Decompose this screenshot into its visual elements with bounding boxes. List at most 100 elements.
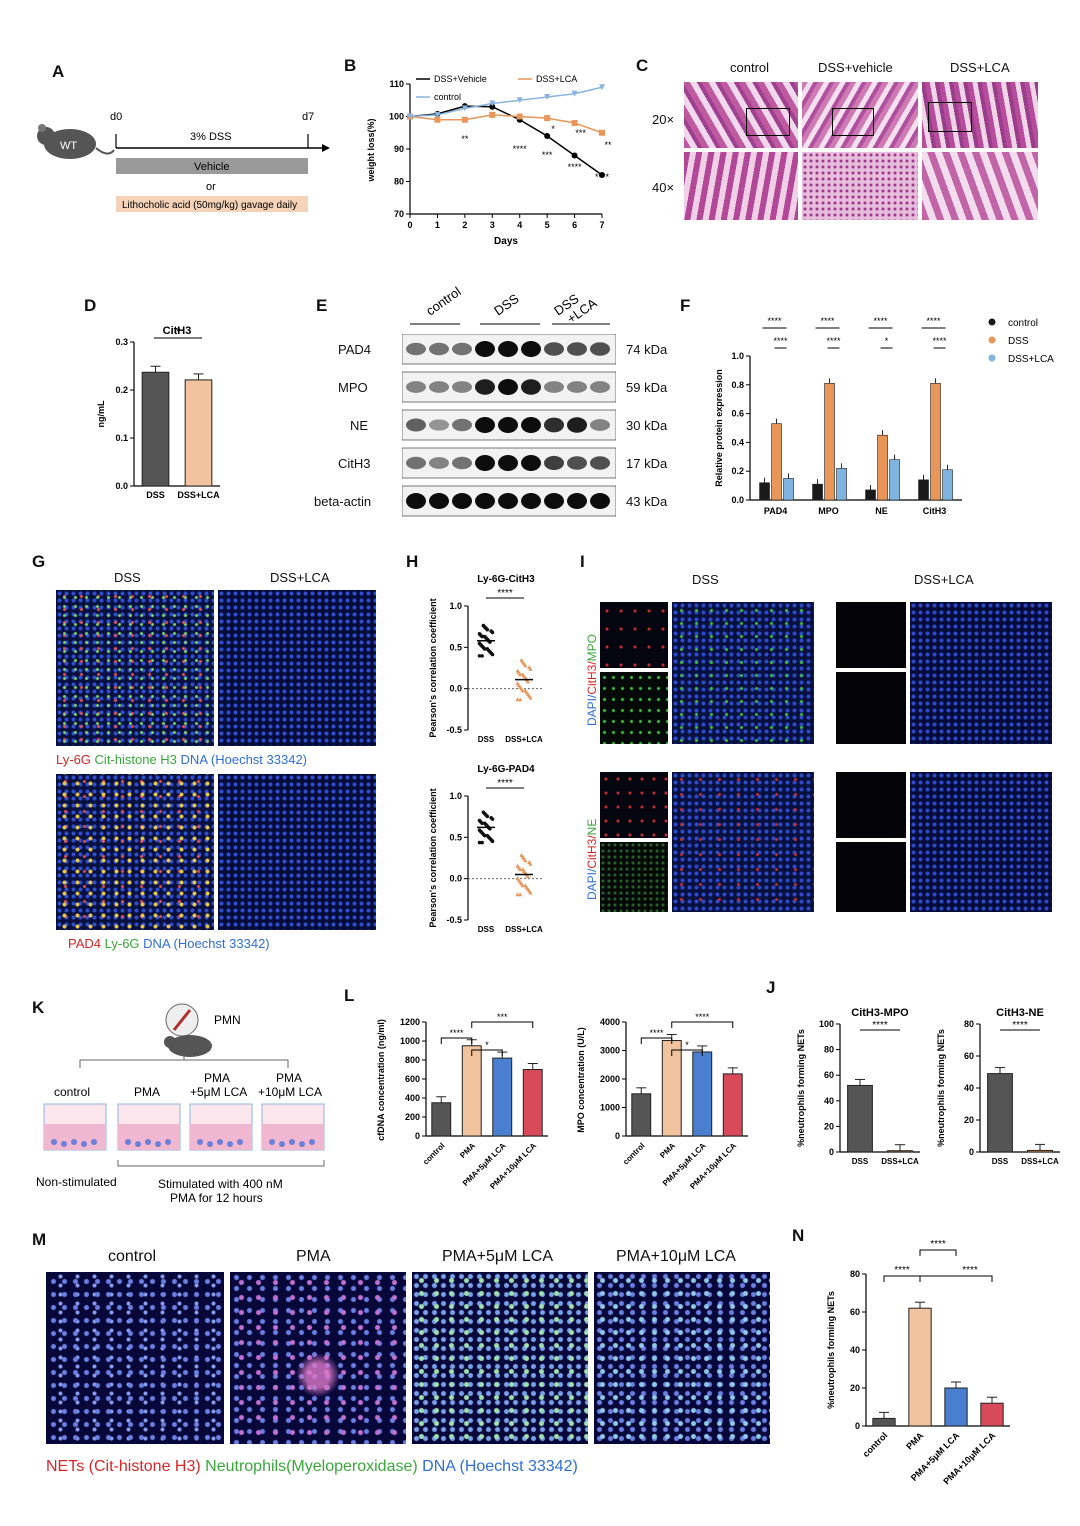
y-tick-label: 0.3 (115, 337, 128, 347)
x-tick-label: control (421, 1141, 447, 1167)
x-tick-label: PMA (458, 1141, 477, 1160)
if-image-i-lca-mpo-large (910, 602, 1052, 744)
data-point (523, 688, 528, 693)
blot-band (544, 455, 564, 471)
i-label1-mpo: MPO (585, 634, 599, 661)
y-tick-label: 1000 (600, 1103, 620, 1113)
blot-band (498, 417, 518, 433)
data-point (516, 113, 523, 120)
panel-letter-d: D (84, 296, 97, 315)
legend-label: DSS+LCA (536, 74, 577, 84)
y-tick-label: 60 (824, 1070, 834, 1080)
g-legend-1: Ly-6G Cit-histone H3 DNA (Hoechst 33342) (56, 752, 307, 767)
k-pmn-label: PMN (214, 1013, 241, 1027)
significance-label: * (551, 124, 555, 134)
y-tick-label: 60 (964, 1051, 974, 1061)
m-legend-dna: DNA (Hoechst 33342) (422, 1458, 578, 1475)
significance-label: **** (927, 316, 942, 326)
d7-label: d7 (302, 111, 314, 123)
panel-a-schematic: WT d0 d7 3% DSS Vehicle or Lithocholic a… (37, 111, 330, 212)
y-tick-label: 0.5 (449, 642, 462, 652)
i-label-mpo: DAPI/CitH3/MPO (585, 634, 599, 726)
blot-band (452, 418, 472, 432)
e-kda-cith3: 17 kDa (626, 456, 668, 471)
mouse-label: WT (60, 140, 77, 152)
blot-band (475, 455, 495, 471)
dss-label: 3% DSS (190, 131, 232, 143)
blot-band (406, 493, 426, 509)
k-group-10um-l2: +10μM LCA (258, 1085, 322, 1099)
bar-PMA+5μM LCA (692, 1051, 713, 1137)
y-tick-label: 80 (394, 177, 404, 187)
e-protein-pad4: PAD4 (338, 342, 371, 357)
significance-label: **** (962, 1265, 978, 1276)
bar-control (431, 1102, 452, 1137)
x-tick-label: 7 (599, 220, 604, 230)
data-point (599, 172, 605, 178)
y-tick-label: 0.8 (731, 380, 744, 390)
data-point (599, 84, 605, 91)
y-tick-label: 100 (819, 1019, 834, 1029)
y-tick-label: 20 (824, 1121, 834, 1131)
data-point (515, 863, 520, 868)
data-point (482, 634, 487, 639)
y-tick-label: 0.0 (115, 481, 128, 491)
y-tick-label: 0.1 (115, 433, 128, 443)
panel-letter-h: H (406, 552, 419, 571)
data-point (477, 818, 482, 823)
bar-PAD4-DSS (771, 423, 782, 501)
significance-label: **** (872, 1020, 888, 1031)
significance-label: **** (497, 778, 513, 789)
legend-label: DSS+Vehicle (434, 74, 487, 84)
y-axis-label: cfDNA concentration (ng/ml) (376, 1019, 386, 1141)
y-axis-label: MPO concentration (U/L) (576, 1027, 586, 1133)
x-tick-label: DSS+LCA (177, 490, 220, 500)
significance-label: *** (497, 1012, 508, 1022)
y-axis-label: ng/mL (96, 400, 106, 427)
significance-label: **** (595, 172, 610, 182)
y-tick-label: 20 (850, 1383, 860, 1393)
y-tick-label: 100 (389, 112, 404, 122)
significance-label: **** (874, 316, 889, 326)
blot-strips (402, 334, 616, 517)
if-image-i-dss-ne-large (672, 772, 814, 912)
bar-CitH3-control (918, 479, 929, 501)
if-image-m-5um (412, 1272, 588, 1444)
legend-label: DSS (1008, 336, 1029, 347)
significance-label: **** (821, 316, 836, 326)
bar-MPO-DSS+LCA (836, 468, 847, 501)
if-image-i-dss-ne-small-2 (600, 842, 668, 912)
bar-MPO-control (812, 483, 823, 501)
significance-label: *** (542, 150, 553, 160)
e-kda-ne: 30 kDa (626, 418, 668, 433)
y-tick-label: 800 (405, 1055, 420, 1065)
y-tick-label: -0.5 (446, 725, 462, 735)
panel-letter-j: J (766, 978, 776, 997)
bar-NE-control (865, 489, 876, 501)
i-label-ne: DAPI/CitH3/NE (585, 819, 599, 900)
data-point (518, 697, 523, 702)
k-well-control (43, 1103, 107, 1151)
if-image-g-dss-1 (56, 590, 214, 746)
svg-text:DAPI/CitH3/MPO: DAPI/CitH3/MPO (585, 634, 599, 726)
significance-label: **** (695, 1012, 710, 1022)
panel-k-schematic: PMN control PMA PMA +5μM LCA PMA +10μM LCA… (30, 1000, 330, 1220)
y-tick-label: 400 (405, 1093, 420, 1103)
blot-band (521, 493, 541, 509)
blot-band (567, 342, 587, 356)
data-point (518, 892, 523, 897)
he-image-dss-lca-20x (922, 82, 1038, 148)
blot-band (544, 493, 564, 509)
blot-band (452, 493, 472, 509)
if-image-m-control (46, 1272, 224, 1444)
chart-title: CitH3-NE (996, 1007, 1044, 1019)
bar-DSS+LCA (1027, 1149, 1053, 1153)
data-point (434, 116, 441, 123)
bar-DSS+LCA (184, 379, 213, 487)
blot-band (544, 381, 564, 393)
d0-label: d0 (110, 111, 122, 123)
data-point (516, 97, 523, 104)
k-well-10um (261, 1103, 325, 1151)
c-row-20x: 20× (652, 112, 675, 127)
i-label2-ne: NE (585, 819, 599, 836)
